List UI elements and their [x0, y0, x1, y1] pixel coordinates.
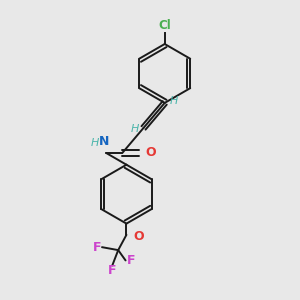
Text: H: H: [91, 138, 99, 148]
Text: Cl: Cl: [158, 19, 171, 32]
Text: O: O: [133, 230, 143, 243]
Text: O: O: [145, 146, 156, 159]
Text: N: N: [99, 135, 109, 148]
Text: F: F: [108, 264, 117, 277]
Text: F: F: [93, 241, 102, 254]
Text: H: H: [130, 124, 139, 134]
Text: F: F: [127, 254, 135, 267]
Text: H: H: [169, 96, 178, 106]
